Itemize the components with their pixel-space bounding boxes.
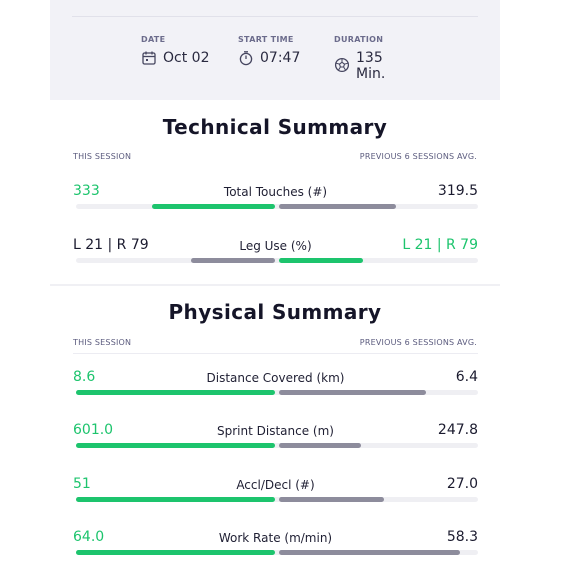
previous-avg-value: 58.3 <box>446 529 478 545</box>
previous-avg-bar <box>279 497 385 502</box>
previous-avg-bar <box>279 258 363 263</box>
this-session-bar <box>76 550 275 555</box>
previous-avg-bar <box>279 443 361 448</box>
technical-summary-title: Technical Summary <box>162 115 388 139</box>
metric-label: Total Touches (#) <box>223 185 328 199</box>
comparison-bar-track <box>76 497 478 502</box>
metric-label: Leg Use (%) <box>239 239 312 253</box>
date-label: DATE <box>141 35 166 44</box>
comparison-bar-track <box>76 258 478 263</box>
start-time-label: START TIME <box>238 35 294 44</box>
metric-row-total-touches: 333 Total Touches (#) 319.5 <box>73 183 478 213</box>
metric-label: Sprint Distance (m) <box>217 424 334 438</box>
this-session-bar <box>76 497 275 502</box>
comparison-bar-track <box>76 443 478 448</box>
this-session-value: 51 <box>73 476 91 492</box>
stopwatch-icon <box>239 51 253 66</box>
metric-row-distance-covered-km: 8.6 Distance Covered (km) 6.4 <box>73 369 478 399</box>
physical-summary-title: Physical Summary <box>168 300 382 324</box>
comparison-bar-track <box>76 204 478 209</box>
section-separator <box>50 284 500 286</box>
duration-label: DURATION <box>334 35 384 44</box>
previous-avg-bar <box>279 550 461 555</box>
this-session-bar <box>191 258 275 263</box>
this-session-value: 333 <box>73 183 100 199</box>
date-value: Oct 02 <box>163 50 210 66</box>
previous-avg-value: 27.0 <box>446 476 478 492</box>
metric-row-accl-decl: 51 Accl/Decl (#) 27.0 <box>73 476 478 506</box>
this-session-value: 64.0 <box>73 529 105 545</box>
physical-previous-avg-heading: PREVIOUS 6 SESSIONS AVG. <box>359 338 477 347</box>
technical-this-session-heading: THIS SESSION <box>73 152 132 161</box>
comparison-bar-track <box>76 390 478 395</box>
calendar-icon <box>142 51 156 65</box>
header-divider <box>72 16 478 17</box>
this-session-bar <box>76 390 275 395</box>
previous-avg-bar <box>279 390 427 395</box>
technical-previous-avg-heading: PREVIOUS 6 SESSIONS AVG. <box>359 152 477 161</box>
duration-value: 135 Min. <box>356 50 386 82</box>
metric-label: Distance Covered (km) <box>206 371 345 385</box>
this-session-bar <box>76 443 275 448</box>
this-session-value: 601.0 <box>73 422 114 438</box>
previous-avg-value: 247.8 <box>437 422 478 438</box>
this-session-value: L 21 | R 79 <box>73 237 149 253</box>
previous-avg-bar <box>279 204 397 209</box>
this-session-value: 8.6 <box>73 369 96 385</box>
previous-avg-value: L 21 | R 79 <box>402 237 478 253</box>
metric-row-sprint-distance-m: 601.0 Sprint Distance (m) 247.8 <box>73 422 478 452</box>
session-start-time: START TIME 07:47 <box>238 35 300 66</box>
comparison-bar-track <box>76 550 478 555</box>
metric-row-work-rate-m-min: 64.0 Work Rate (m/min) 58.3 <box>73 529 478 559</box>
start-time-value: 07:47 <box>260 50 301 66</box>
session-duration: DURATION 135 Min. <box>334 35 388 82</box>
metric-row-leg-use: L 21 | R 79 Leg Use (%) L 21 | R 79 <box>73 237 478 267</box>
physical-this-session-heading: THIS SESSION <box>73 338 132 347</box>
session-info-panel: DATE Oct 02 START TIME 07:47 DURATION <box>50 0 500 100</box>
ball-icon <box>334 57 350 73</box>
metric-label: Work Rate (m/min) <box>218 531 333 545</box>
physical-header-divider <box>73 353 478 354</box>
metric-label: Accl/Decl (#) <box>236 478 315 492</box>
previous-avg-value: 319.5 <box>437 183 478 199</box>
this-session-bar <box>151 204 275 209</box>
previous-avg-value: 6.4 <box>455 369 478 385</box>
session-date: DATE Oct 02 <box>141 35 209 66</box>
